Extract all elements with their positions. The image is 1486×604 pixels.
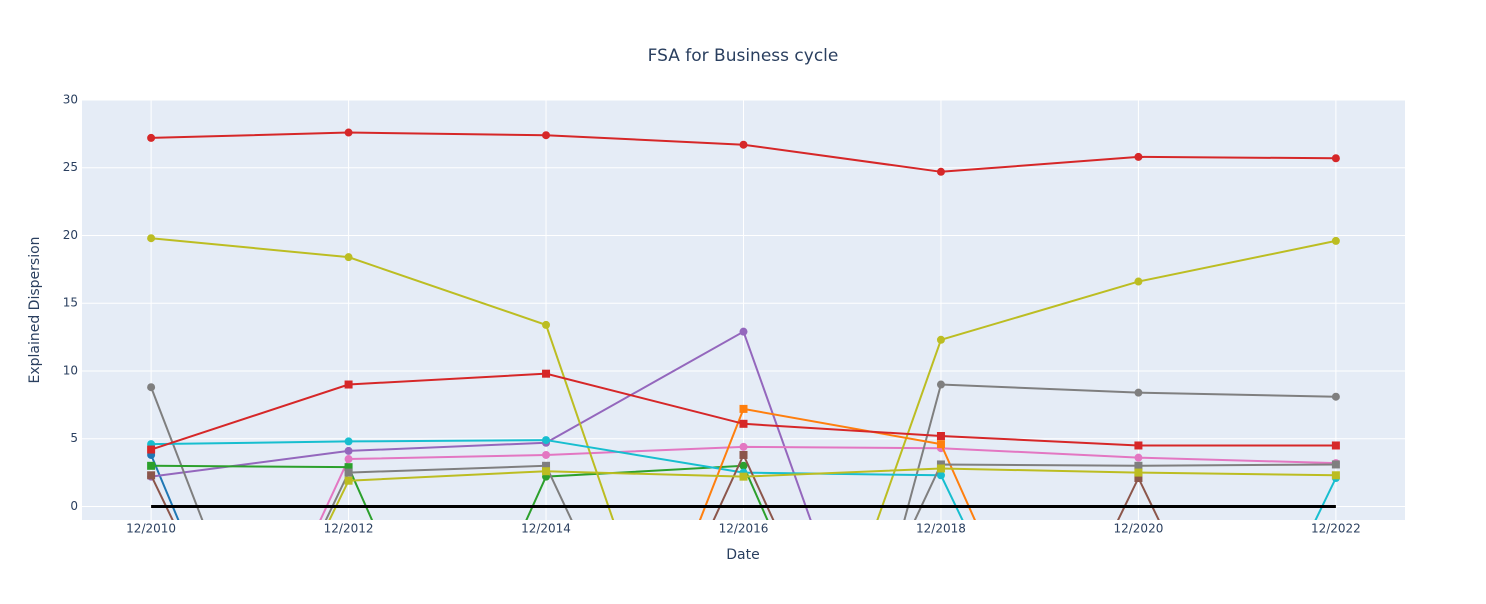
marker — [1134, 468, 1143, 477]
y-tick-label: 30 — [63, 93, 78, 107]
marker — [1331, 236, 1340, 245]
x-tick-label: 12/2020 — [1113, 522, 1163, 536]
marker — [1331, 471, 1340, 480]
marker — [1331, 392, 1340, 401]
x-tick-label: 12/2010 — [126, 522, 176, 536]
y-tick-label: 20 — [63, 228, 78, 242]
marker — [542, 461, 551, 470]
marker — [1134, 277, 1143, 286]
y-tick-label: 25 — [63, 160, 78, 174]
marker — [344, 380, 353, 389]
marker — [344, 455, 353, 464]
marker — [542, 131, 551, 140]
marker — [1134, 474, 1143, 482]
marker — [936, 464, 945, 473]
y-axis-title: Explained Dispersion — [27, 236, 43, 383]
marker — [542, 467, 551, 476]
marker — [147, 445, 156, 454]
marker — [1331, 154, 1340, 163]
marker — [344, 476, 353, 485]
marker — [936, 432, 945, 440]
marker — [147, 383, 156, 392]
marker — [936, 440, 945, 449]
marker — [739, 461, 748, 470]
marker — [542, 436, 551, 445]
y-tick-label: 10 — [63, 363, 78, 377]
x-axis-title: Date — [726, 547, 759, 563]
marker — [936, 471, 945, 480]
marker — [1134, 441, 1143, 450]
marker — [936, 335, 945, 344]
x-tick-label: 12/2016 — [719, 522, 769, 536]
marker — [739, 419, 748, 428]
marker — [147, 234, 156, 243]
marker — [147, 461, 156, 470]
x-tick-label: 12/2022 — [1311, 522, 1361, 536]
y-tick-label: 0 — [70, 499, 78, 513]
marker — [344, 253, 353, 262]
marker — [936, 460, 945, 469]
marker — [1134, 453, 1143, 462]
x-tick-label: 12/2012 — [324, 522, 374, 536]
marker — [344, 437, 353, 446]
marker — [739, 404, 748, 413]
marker — [936, 380, 945, 389]
marker — [739, 442, 748, 451]
marker — [344, 446, 353, 455]
plot — [147, 128, 1340, 520]
marker — [739, 327, 748, 336]
y-tick-label: 15 — [63, 296, 78, 310]
x-tick-label: 12/2014 — [521, 522, 571, 536]
marker — [542, 450, 551, 459]
x-tick-label: 12/2018 — [916, 522, 966, 536]
marker — [344, 468, 353, 477]
axes: 0 5 10 15 20 25 30 12/2010 12/2012 12/2014 12/2016… — [63, 93, 1361, 536]
marker — [1134, 388, 1143, 397]
marker — [542, 320, 551, 329]
marker — [1134, 152, 1143, 161]
marker — [739, 450, 748, 459]
marker — [147, 133, 156, 142]
marker — [1331, 460, 1340, 469]
marker — [1134, 461, 1143, 470]
marker — [542, 369, 551, 378]
marker — [936, 167, 945, 176]
y-tick-label: 5 — [70, 431, 78, 445]
marker — [344, 463, 353, 472]
marker — [344, 128, 353, 137]
marker — [739, 472, 748, 481]
marker — [147, 471, 156, 480]
marker — [739, 140, 748, 149]
chart-title: FSA for Business cycle — [648, 46, 839, 66]
marker — [1331, 441, 1340, 450]
